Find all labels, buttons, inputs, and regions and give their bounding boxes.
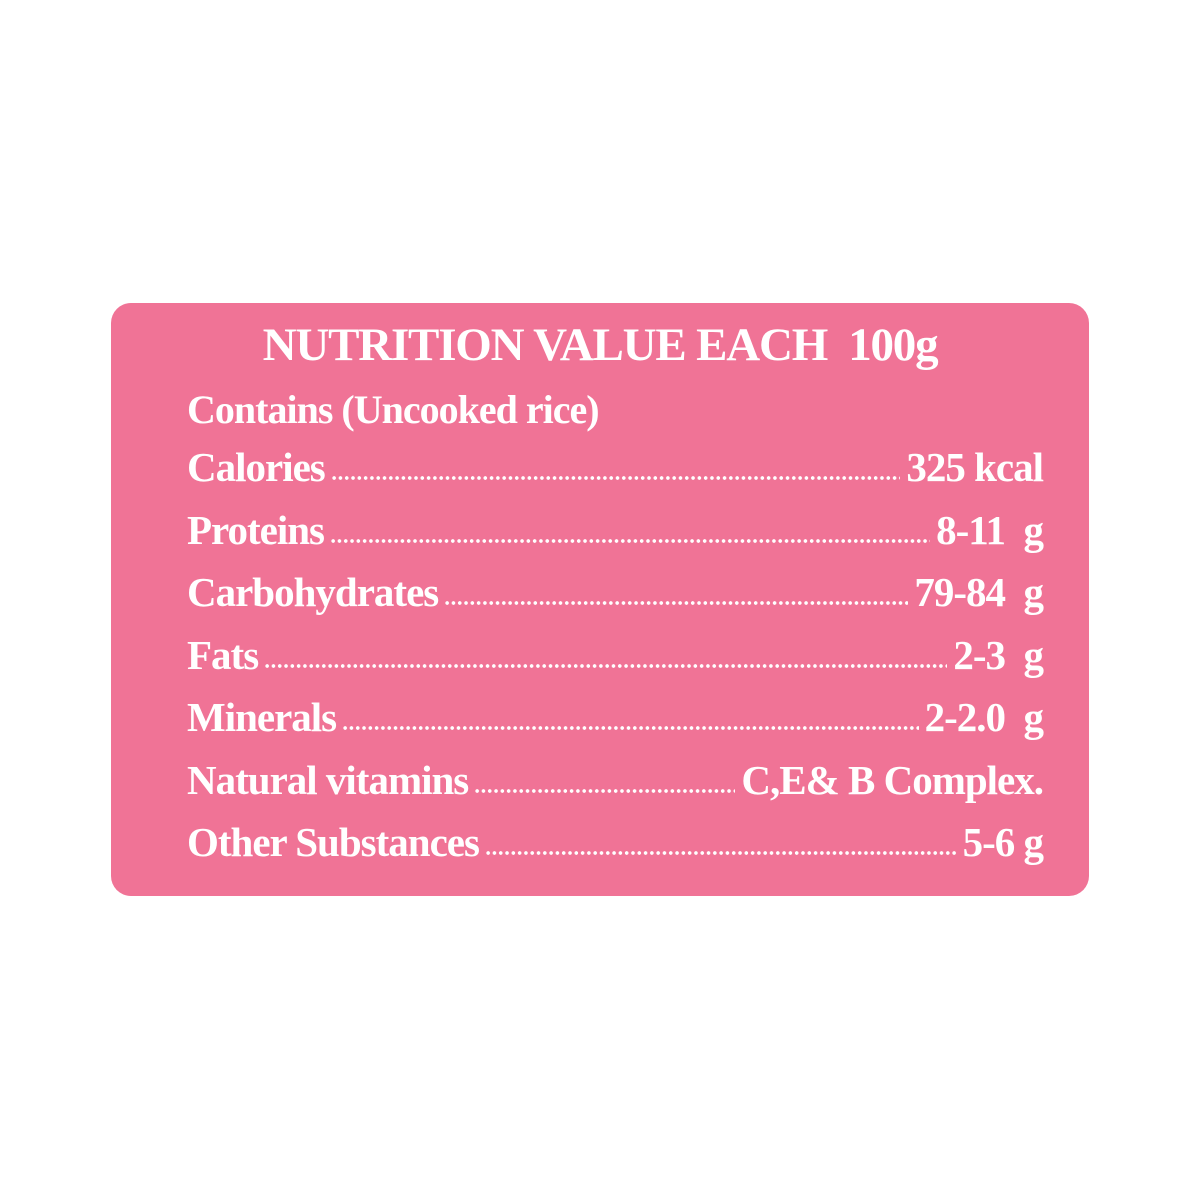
row-label: Carbohydrates	[187, 569, 439, 615]
row-value: 8-11 g	[936, 506, 1044, 553]
row-label: Calories	[187, 444, 326, 490]
row-label: Proteins	[187, 506, 325, 553]
row-value: 5-6 g	[962, 819, 1044, 865]
row-label: Minerals	[187, 694, 337, 740]
card-subtitle: Contains (Uncooked rice)	[187, 387, 600, 432]
row-label: Fats	[187, 631, 259, 678]
row-value: 2-2.0 g	[924, 694, 1044, 740]
dot-leader	[484, 850, 957, 856]
nutrition-rows: Calories 325 kcal Proteins 8-11 g Carboh…	[187, 443, 1044, 881]
dot-leader	[342, 725, 919, 731]
nutrition-row-vitamins: Natural vitamins C,E& B Complex.	[187, 756, 1044, 819]
nutrition-row-fats: Fats 2-3 g	[187, 631, 1044, 694]
row-value: 325 kcal	[906, 444, 1044, 490]
nutrition-row-proteins: Proteins 8-11 g	[187, 506, 1044, 569]
row-label: Natural vitamins	[187, 756, 469, 803]
row-value: C,E& B Complex.	[741, 756, 1044, 803]
nutrition-row-carbohydrates: Carbohydrates 79-84 g	[187, 568, 1044, 631]
dot-leader	[474, 787, 736, 794]
row-value: 2-3 g	[953, 631, 1044, 678]
dot-leader	[330, 475, 901, 481]
dot-leader	[330, 537, 931, 544]
nutrition-card: NUTRITION VALUE EACH 100g Contains (Unco…	[111, 303, 1089, 896]
dot-leader	[264, 662, 948, 669]
card-title: NUTRITION VALUE EACH 100g	[262, 319, 939, 371]
nutrition-row-other-substances: Other Substances 5-6 g	[187, 818, 1044, 881]
nutrition-row-calories: Calories 325 kcal	[187, 443, 1044, 506]
row-value: 79-84 g	[914, 569, 1044, 615]
row-label: Other Substances	[187, 819, 480, 865]
nutrition-row-minerals: Minerals 2-2.0 g	[187, 693, 1044, 756]
dot-leader	[444, 600, 909, 606]
